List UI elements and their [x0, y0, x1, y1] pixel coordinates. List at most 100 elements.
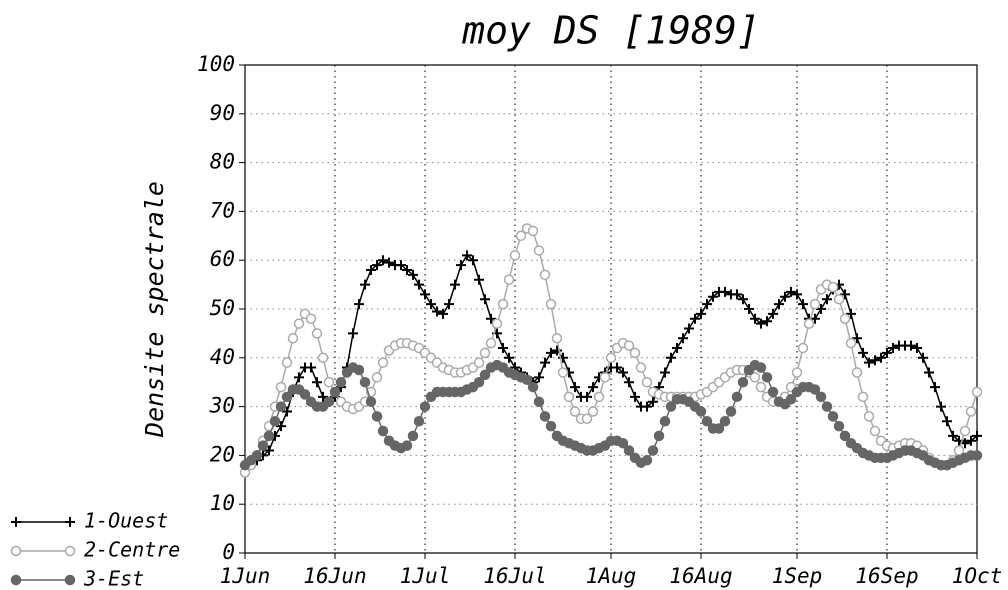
data-point — [353, 364, 365, 376]
data-point — [305, 313, 317, 325]
data-point — [371, 411, 383, 422]
data-point — [545, 420, 557, 432]
data-point — [588, 382, 598, 393]
data-point — [660, 367, 670, 378]
data-point — [534, 372, 544, 383]
data-point — [599, 372, 611, 383]
data-point — [503, 274, 515, 285]
legend-marker — [65, 517, 75, 527]
data-point — [263, 430, 275, 442]
data-point — [665, 401, 677, 412]
data-point — [468, 255, 478, 266]
data-point — [755, 362, 767, 373]
x-tick-label: 1Oct — [952, 564, 1003, 588]
data-point — [378, 255, 388, 266]
data-point — [527, 381, 539, 393]
data-point — [822, 294, 832, 305]
data-point — [918, 352, 928, 363]
data-point — [690, 313, 700, 324]
data-point — [593, 391, 605, 403]
data-point — [953, 445, 965, 456]
data-point — [563, 391, 575, 403]
data-point — [426, 299, 436, 310]
data-point — [396, 260, 406, 271]
data-point — [306, 362, 316, 373]
data-point — [684, 323, 694, 334]
data-point — [293, 318, 305, 329]
data-point — [876, 352, 886, 363]
data-point — [840, 289, 850, 300]
data-point — [761, 372, 773, 383]
data-point — [323, 396, 335, 407]
data-point — [540, 357, 550, 368]
data-point — [474, 274, 484, 285]
data-point — [569, 406, 581, 417]
data-point — [869, 425, 881, 437]
data-point — [833, 420, 845, 432]
data-point — [485, 337, 497, 349]
data-point — [402, 264, 412, 275]
data-point — [287, 333, 299, 344]
data-point — [653, 430, 665, 442]
data-point — [942, 416, 952, 427]
data-point — [275, 401, 287, 412]
data-point — [432, 306, 442, 317]
data-point — [527, 225, 539, 237]
data-point — [551, 333, 563, 344]
data-point — [257, 440, 269, 451]
data-point — [816, 304, 826, 314]
data-point — [774, 299, 784, 310]
data-point — [401, 440, 413, 451]
data-point — [557, 367, 569, 378]
data-point — [479, 369, 491, 381]
data-point — [473, 357, 485, 368]
legend-label: 3-Est — [83, 567, 144, 590]
data-point — [768, 308, 778, 319]
data-point — [275, 381, 287, 393]
data-point — [497, 298, 509, 310]
data-point — [323, 376, 335, 388]
data-point — [792, 289, 802, 300]
x-tick-label: 16Jun — [303, 564, 366, 588]
data-point — [839, 430, 851, 442]
data-point — [365, 396, 377, 407]
data-point — [786, 286, 796, 297]
y-tick-label: 70 — [210, 198, 235, 222]
data-point — [509, 250, 521, 261]
data-point — [521, 374, 533, 386]
data-point — [533, 396, 545, 407]
x-tick-label: 16Sep — [855, 564, 918, 588]
data-point — [498, 343, 508, 354]
data-point — [750, 313, 760, 324]
data-point — [966, 435, 976, 446]
data-point — [912, 343, 922, 354]
data-point — [251, 450, 263, 461]
data-point — [264, 445, 274, 456]
data-point — [971, 450, 983, 461]
data-point — [851, 367, 863, 378]
data-point — [888, 343, 898, 354]
data-point — [479, 347, 491, 359]
legend-label: 2-Centre — [84, 538, 180, 562]
data-point — [612, 362, 622, 373]
data-point — [839, 313, 851, 325]
y-tick-label: 90 — [210, 101, 235, 125]
y-axis-label: Densite spectrale — [140, 181, 169, 438]
data-point — [678, 333, 688, 344]
data-point — [617, 437, 629, 449]
y-tick-label: 0 — [222, 540, 235, 564]
data-point — [695, 406, 707, 417]
data-point — [755, 381, 767, 393]
data-point — [659, 415, 671, 427]
data-point — [965, 406, 977, 417]
data-point — [486, 313, 496, 324]
data-point — [372, 260, 382, 271]
y-tick-label: 10 — [210, 491, 235, 515]
data-point — [857, 391, 869, 403]
data-point — [641, 376, 653, 388]
data-point — [725, 406, 737, 417]
data-point — [708, 291, 718, 302]
chart-title: moy DS [1989] — [461, 9, 759, 53]
data-point — [629, 347, 641, 359]
